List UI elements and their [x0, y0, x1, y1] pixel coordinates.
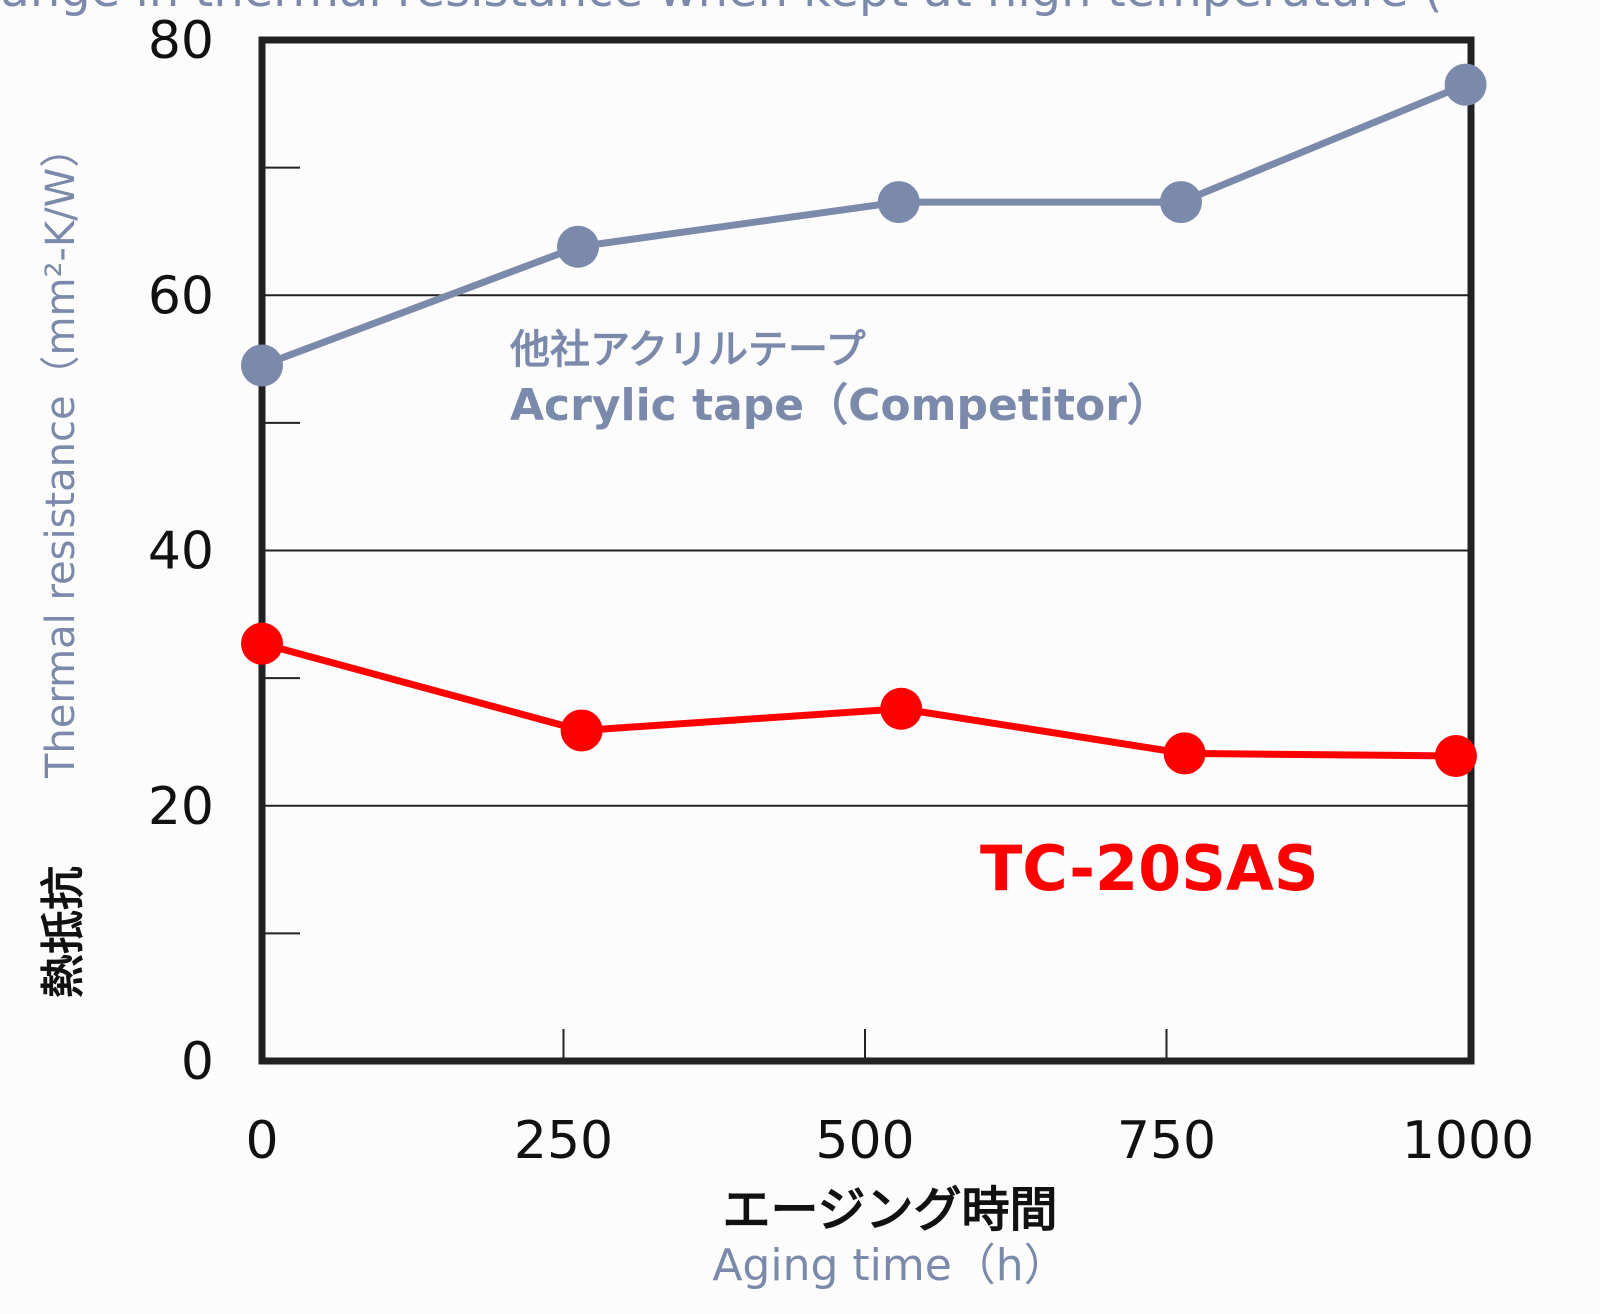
data-point-1-1	[560, 709, 603, 752]
y-tick-label: 20	[148, 777, 214, 837]
data-point-1-4	[1434, 734, 1477, 777]
data-point-0-3	[1159, 181, 1202, 224]
x-tick-label: 250	[514, 1111, 613, 1171]
series-label-competitor-jp: 他社アクリルテープ	[509, 327, 866, 373]
x-tick-label: 500	[815, 1111, 914, 1171]
x-axis-label-jp: エージング時間	[722, 1182, 1057, 1238]
data-point-0-0	[241, 344, 283, 387]
x-tick-label: 0	[245, 1111, 278, 1171]
y-tick-label: 40	[148, 522, 214, 582]
x-tick-label: 750	[1117, 1111, 1216, 1171]
data-point-0-4	[1444, 63, 1487, 106]
y-tick-label: 80	[148, 11, 214, 71]
y-tick-label: 60	[148, 266, 214, 326]
x-tick-label: 1000	[1402, 1111, 1534, 1171]
chart-title: hange in thermal resistance when kept at…	[0, 0, 1443, 18]
y-tick-label: 0	[181, 1032, 214, 1092]
series-line-1	[261, 640, 1456, 760]
y-axis-label-en: Thermal resistance（mm²-K/W）	[38, 128, 84, 779]
x-axis-label-en: Aging time（h）	[712, 1240, 1067, 1291]
y-axis-label-jp: 熱抵抗	[38, 866, 89, 998]
series-label-tc20sas: TC-20SAS	[980, 832, 1319, 905]
data-point-1-0	[241, 622, 283, 665]
series-line-0	[260, 81, 1467, 369]
data-point-0-1	[556, 225, 599, 268]
plot-frame	[258, 36, 1475, 1065]
series-label-competitor-en: Acrylic tape（Competitor）	[510, 380, 1171, 431]
data-point-1-2	[880, 687, 923, 730]
data-point-0-2	[877, 181, 920, 224]
data-point-1-3	[1163, 732, 1206, 775]
